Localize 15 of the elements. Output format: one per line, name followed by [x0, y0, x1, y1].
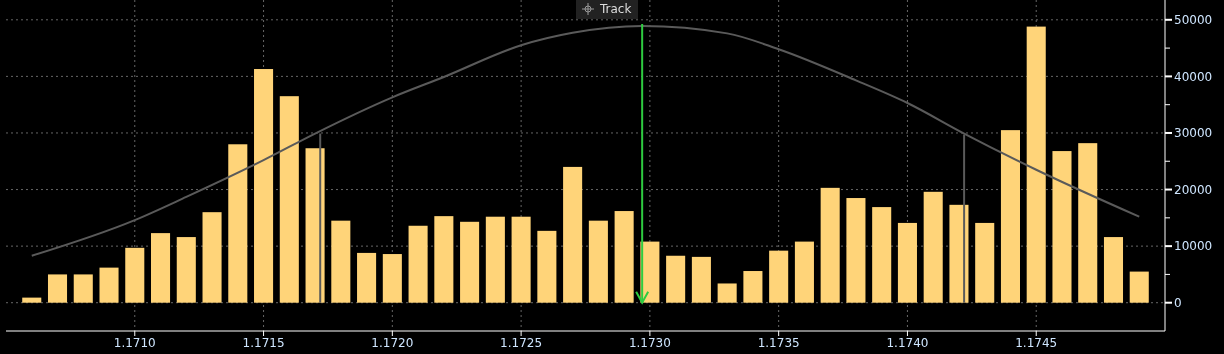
- y-tick-label: 10000: [1174, 239, 1213, 254]
- y-tick-label: 20000: [1174, 182, 1213, 197]
- y-tick-label: 50000: [1174, 13, 1213, 27]
- x-tick-label: 1.1725: [500, 336, 543, 350]
- x-tick-label: 1.1730: [628, 336, 671, 350]
- x-tick-label: 1.1745: [1015, 336, 1058, 350]
- y-tick-label: 30000: [1174, 126, 1213, 141]
- x-tick-label: 1.1715: [242, 336, 285, 350]
- annotation: Track: [599, 2, 632, 16]
- x-tick-label: 1.1740: [886, 336, 929, 350]
- x-tick-label: 1.1735: [757, 336, 800, 350]
- x-tick-label: 1.1710: [113, 336, 156, 350]
- y-tick-label: 40000: [1174, 69, 1213, 84]
- x-tick-label: 1.1720: [371, 336, 414, 350]
- y-tick-label: 0: [1174, 295, 1182, 310]
